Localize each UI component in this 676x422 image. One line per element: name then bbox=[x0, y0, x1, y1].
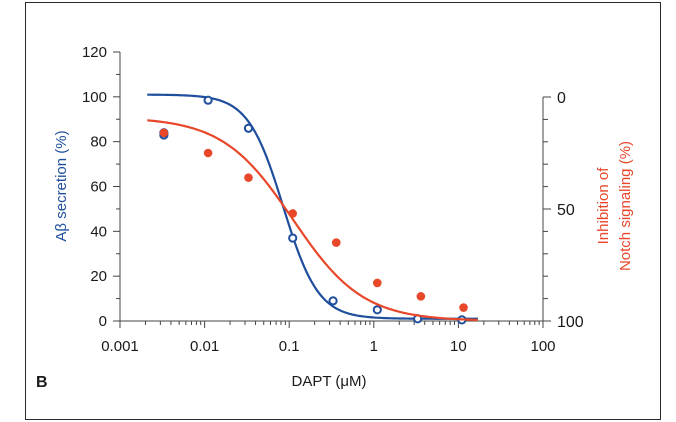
notch-data-point bbox=[244, 173, 253, 182]
abeta-data-point bbox=[328, 296, 338, 306]
fit-curve-notch bbox=[147, 119, 478, 322]
notch-data-point bbox=[331, 238, 341, 247]
abeta-data-point bbox=[372, 305, 382, 315]
panel-label: B bbox=[36, 374, 48, 391]
y2-tick-label: 0 bbox=[557, 90, 566, 107]
y-tick-label: 20 bbox=[90, 268, 107, 285]
x-tick-label: 1 bbox=[370, 338, 378, 355]
abeta-data-point bbox=[203, 95, 213, 105]
y2-axis-label-line1: Inhibition of bbox=[595, 167, 612, 245]
x-tick-label: 0.001 bbox=[101, 338, 139, 355]
x-tick-label: 10 bbox=[450, 338, 467, 355]
series-layer bbox=[147, 93, 478, 325]
y-tick-label: 60 bbox=[90, 179, 107, 196]
notch-data-point bbox=[373, 278, 382, 288]
notch-data-point bbox=[459, 303, 468, 312]
axes: 0 20 40 60 80 100 120 0.001 0.01 0.1 1 10 100 0 50 100 bbox=[82, 44, 584, 355]
y2-tick-label: 50 bbox=[557, 202, 575, 219]
y-tick-label: 40 bbox=[90, 223, 107, 240]
y-tick-label: 120 bbox=[82, 44, 107, 61]
x-tick-label: 0.01 bbox=[190, 338, 219, 355]
y2-axis-label-line2: Notch signaling (%) bbox=[617, 141, 634, 271]
x-tick-label: 100 bbox=[530, 338, 555, 355]
notch-data-point bbox=[288, 209, 298, 218]
abeta-data-point bbox=[243, 123, 254, 133]
notch-data-point bbox=[159, 128, 169, 138]
fit-curve-abeta bbox=[147, 93, 478, 320]
y-tick-label: 100 bbox=[82, 89, 107, 106]
x-tick-label: 0.1 bbox=[279, 338, 300, 355]
x-axis-label: DAPT (μM) bbox=[291, 373, 366, 390]
figure-frame bbox=[25, 2, 661, 420]
abeta-data-point bbox=[288, 233, 298, 243]
y2-tick-label: 100 bbox=[557, 314, 584, 331]
notch-data-point bbox=[203, 148, 213, 158]
y-tick-label: 0 bbox=[99, 313, 107, 330]
y-tick-label: 80 bbox=[90, 134, 107, 151]
y-axis-label: Aβ secretion (%) bbox=[53, 130, 70, 241]
notch-data-point bbox=[416, 292, 426, 301]
